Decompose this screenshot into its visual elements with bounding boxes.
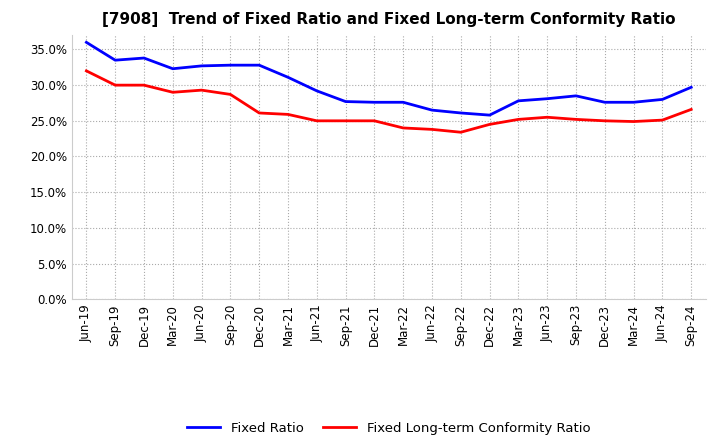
Fixed Ratio — [485, 113, 494, 118]
Fixed Ratio — [514, 98, 523, 103]
Fixed Long-term Conformity Ratio — [312, 118, 321, 124]
Fixed Ratio — [572, 93, 580, 99]
Fixed Long-term Conformity Ratio — [399, 125, 408, 131]
Fixed Long-term Conformity Ratio — [341, 118, 350, 124]
Fixed Ratio — [140, 55, 148, 61]
Fixed Ratio — [600, 99, 609, 105]
Title: [7908]  Trend of Fixed Ratio and Fixed Long-term Conformity Ratio: [7908] Trend of Fixed Ratio and Fixed Lo… — [102, 12, 675, 27]
Fixed Long-term Conformity Ratio — [370, 118, 379, 124]
Fixed Long-term Conformity Ratio — [140, 83, 148, 88]
Line: Fixed Long-term Conformity Ratio: Fixed Long-term Conformity Ratio — [86, 71, 691, 132]
Fixed Ratio — [226, 62, 235, 68]
Fixed Ratio — [111, 58, 120, 63]
Fixed Ratio — [370, 99, 379, 105]
Fixed Ratio — [543, 96, 552, 101]
Fixed Long-term Conformity Ratio — [456, 130, 465, 135]
Fixed Long-term Conformity Ratio — [629, 119, 638, 124]
Fixed Ratio — [197, 63, 206, 69]
Fixed Long-term Conformity Ratio — [168, 90, 177, 95]
Fixed Ratio — [428, 107, 436, 113]
Fixed Ratio — [255, 62, 264, 68]
Fixed Ratio — [456, 110, 465, 116]
Fixed Long-term Conformity Ratio — [687, 107, 696, 112]
Fixed Long-term Conformity Ratio — [226, 92, 235, 97]
Fixed Ratio — [399, 99, 408, 105]
Fixed Ratio — [82, 40, 91, 45]
Line: Fixed Ratio: Fixed Ratio — [86, 42, 691, 115]
Fixed Ratio — [629, 99, 638, 105]
Fixed Ratio — [687, 84, 696, 90]
Fixed Long-term Conformity Ratio — [514, 117, 523, 122]
Fixed Ratio — [168, 66, 177, 71]
Fixed Long-term Conformity Ratio — [543, 114, 552, 120]
Fixed Ratio — [284, 75, 292, 80]
Fixed Long-term Conformity Ratio — [111, 83, 120, 88]
Fixed Long-term Conformity Ratio — [572, 117, 580, 122]
Fixed Long-term Conformity Ratio — [428, 127, 436, 132]
Fixed Ratio — [341, 99, 350, 104]
Fixed Ratio — [312, 88, 321, 93]
Fixed Long-term Conformity Ratio — [485, 122, 494, 127]
Fixed Long-term Conformity Ratio — [255, 110, 264, 116]
Fixed Long-term Conformity Ratio — [600, 118, 609, 124]
Fixed Long-term Conformity Ratio — [197, 88, 206, 93]
Fixed Long-term Conformity Ratio — [82, 68, 91, 73]
Fixed Ratio — [658, 97, 667, 102]
Fixed Long-term Conformity Ratio — [284, 112, 292, 117]
Fixed Long-term Conformity Ratio — [658, 117, 667, 123]
Legend: Fixed Ratio, Fixed Long-term Conformity Ratio: Fixed Ratio, Fixed Long-term Conformity … — [182, 417, 595, 440]
